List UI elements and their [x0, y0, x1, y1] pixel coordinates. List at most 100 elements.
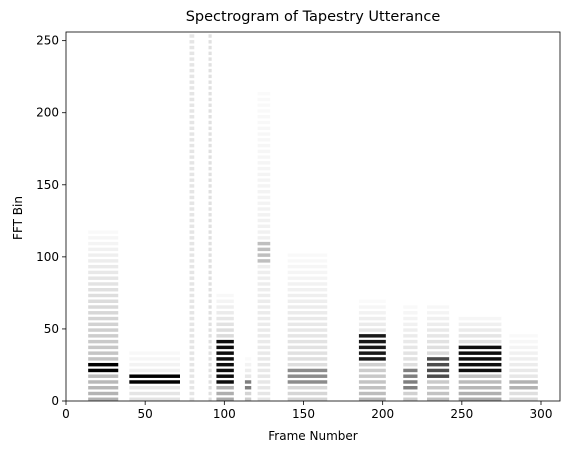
heatmap-cell	[245, 357, 251, 360]
heatmap-cell	[216, 398, 233, 401]
heatmap-cell	[258, 253, 271, 256]
heatmap-cell	[209, 46, 212, 49]
heatmap-cell	[209, 374, 212, 377]
heatmap-cell	[129, 369, 180, 372]
heatmap-cell	[88, 351, 118, 354]
heatmap-cell	[427, 317, 449, 320]
heatmap-cell	[288, 271, 328, 274]
heatmap-cell	[427, 386, 449, 389]
heatmap-cell	[88, 392, 118, 395]
heatmap-cell	[190, 386, 195, 389]
heatmap-cell	[209, 34, 212, 37]
heatmap-cell	[209, 259, 212, 262]
heatmap-cell	[88, 357, 118, 360]
y-tick-label: 250	[36, 34, 59, 48]
heatmap-cell	[88, 369, 118, 372]
heatmap-cell	[403, 317, 417, 320]
heatmap-cell	[288, 300, 328, 303]
heatmap-cell	[209, 253, 212, 256]
heatmap-cell	[209, 363, 212, 366]
heatmap-cell	[427, 374, 449, 377]
heatmap-cell	[288, 398, 328, 401]
heatmap-cell	[88, 242, 118, 245]
heatmap-cell	[403, 311, 417, 314]
heatmap-cell	[190, 380, 195, 383]
heatmap-cell	[258, 190, 271, 193]
heatmap-cell	[427, 346, 449, 349]
heatmap-cell	[190, 103, 195, 106]
heatmap-cell	[190, 334, 195, 337]
heatmap-cell	[359, 317, 386, 320]
heatmap-cell	[427, 398, 449, 401]
heatmap-cell	[190, 178, 195, 181]
heatmap-cell	[209, 282, 212, 285]
heatmap-cell	[359, 323, 386, 326]
heatmap-cell	[190, 294, 195, 297]
heatmap-cell	[427, 305, 449, 308]
heatmap-cell	[288, 265, 328, 268]
heatmap-cell	[209, 328, 212, 331]
heatmap-cell	[258, 138, 271, 141]
heatmap-cell	[288, 317, 328, 320]
heatmap-cell	[88, 248, 118, 251]
heatmap-cell	[403, 351, 417, 354]
heatmap-cell	[288, 282, 328, 285]
heatmap-cell	[209, 323, 212, 326]
heatmap-cell	[209, 86, 212, 89]
heatmap-cell	[190, 369, 195, 372]
heatmap-cell	[209, 305, 212, 308]
heatmap-cell	[88, 305, 118, 308]
y-tick-label: 200	[36, 106, 59, 120]
heatmap-cell	[258, 230, 271, 233]
heatmap-cell	[209, 230, 212, 233]
heatmap-cell	[216, 328, 233, 331]
heatmap-cell	[88, 294, 118, 297]
heatmap-cell	[509, 398, 538, 401]
heatmap-cell	[216, 334, 233, 337]
heatmap-cell	[258, 248, 271, 251]
heatmap-cell	[209, 213, 212, 216]
heatmap-cell	[216, 363, 233, 366]
heatmap-cell	[209, 52, 212, 55]
x-tick-label: 300	[530, 407, 553, 421]
heatmap-cell	[190, 173, 195, 176]
y-axis-label: FFT Bin	[11, 196, 25, 240]
heatmap-cell	[216, 317, 233, 320]
heatmap-cell	[190, 184, 195, 187]
heatmap-cell	[209, 57, 212, 60]
heatmap-cell	[288, 323, 328, 326]
heatmap-cell	[459, 317, 502, 320]
heatmap-cell	[190, 271, 195, 274]
heatmap-cell	[459, 351, 502, 354]
heatmap-cell	[403, 374, 417, 377]
heatmap-cell	[190, 155, 195, 158]
heatmap-cell	[459, 323, 502, 326]
heatmap-cell	[288, 357, 328, 360]
heatmap-cell	[288, 386, 328, 389]
heatmap-cell	[359, 340, 386, 343]
heatmap-cell	[459, 334, 502, 337]
heatmap-cell	[190, 276, 195, 279]
heatmap-cell	[459, 363, 502, 366]
heatmap-cell	[359, 363, 386, 366]
heatmap-cell	[403, 398, 417, 401]
heatmap-cell	[216, 351, 233, 354]
heatmap-cell	[427, 357, 449, 360]
x-tick-label: 0	[62, 407, 70, 421]
heatmap-cell	[209, 184, 212, 187]
heatmap-cell	[88, 311, 118, 314]
heatmap-cell	[190, 52, 195, 55]
heatmap-cell	[88, 386, 118, 389]
heatmap-cell	[288, 253, 328, 256]
heatmap-cell	[209, 173, 212, 176]
heatmap-cell	[190, 374, 195, 377]
heatmap-cell	[245, 363, 251, 366]
heatmap-cell	[258, 259, 271, 262]
heatmap-cell	[209, 132, 212, 135]
heatmap-cell	[258, 92, 271, 95]
heatmap-cell	[88, 230, 118, 233]
heatmap-cell	[258, 150, 271, 153]
heatmap-cell	[288, 346, 328, 349]
y-tick-label: 150	[36, 178, 59, 192]
